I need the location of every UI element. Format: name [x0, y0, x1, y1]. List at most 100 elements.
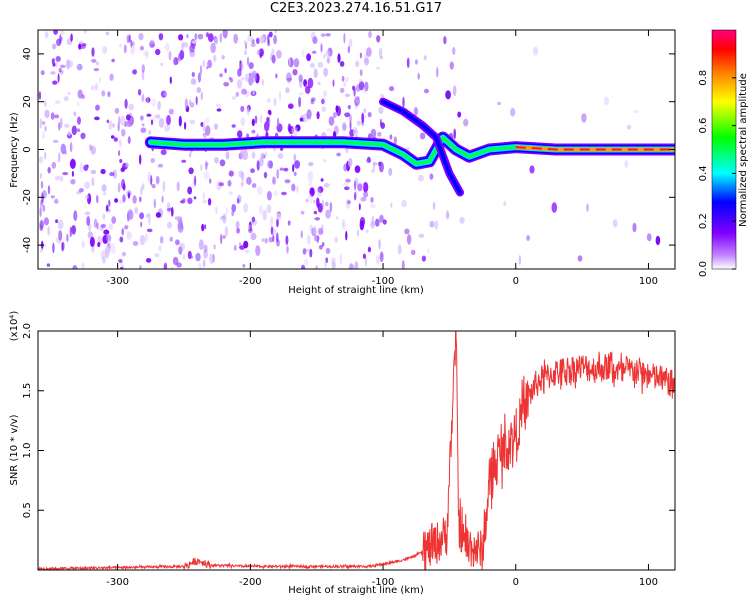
heatmap-cell	[238, 170, 244, 178]
heatmap-cell	[401, 199, 407, 208]
heatmap-cell	[309, 224, 313, 231]
heatmap-cell	[345, 178, 351, 183]
heatmap-cell	[263, 171, 268, 179]
heatmap-cell	[275, 232, 279, 243]
heatmap-cell	[158, 117, 165, 128]
heatmap-cell	[294, 160, 301, 169]
heatmap-cell	[335, 216, 339, 220]
heatmap-cell	[42, 131, 45, 140]
heatmap-cell	[107, 238, 111, 250]
heatmap-cell	[98, 76, 101, 84]
heatmap-cell	[58, 67, 62, 73]
heatmap-cell	[105, 31, 110, 36]
heatmap-cell	[302, 113, 309, 123]
heatmap-cell	[321, 242, 325, 247]
heatmap-cell	[102, 45, 108, 55]
heatmap-cell	[320, 33, 326, 37]
heatmap-cell	[52, 242, 55, 254]
y-tick-label-1: 40	[22, 48, 33, 61]
heatmap-cell	[63, 96, 69, 102]
heatmap-cell	[95, 104, 100, 111]
heatmap-cell	[370, 197, 374, 203]
heatmap-cell	[225, 151, 230, 160]
heatmap-cell	[150, 43, 156, 47]
heatmap-cell	[87, 231, 94, 239]
heatmap-cell	[197, 72, 202, 83]
heatmap-cell	[264, 121, 270, 132]
heatmap-cell	[204, 224, 207, 230]
heatmap-cell	[301, 48, 305, 58]
heatmap-cell	[247, 34, 254, 42]
heatmap-cell	[274, 30, 278, 34]
heatmap-cell	[202, 191, 206, 200]
colorbar-tick-label: 0.0	[698, 261, 709, 277]
heatmap-cell	[90, 169, 97, 175]
heatmap-cell	[118, 199, 124, 205]
heatmap-cell	[60, 143, 66, 155]
heatmap-cell	[184, 98, 189, 110]
heatmap-cell	[377, 131, 382, 137]
heatmap-cell	[97, 241, 101, 248]
heatmap-cell	[176, 262, 182, 268]
heatmap-cell	[93, 218, 98, 228]
heatmap-cell	[364, 57, 370, 66]
heatmap-cell	[52, 139, 59, 143]
heatmap-cell	[126, 119, 133, 128]
heatmap-cell	[83, 164, 89, 171]
heatmap-cell	[119, 159, 123, 163]
heatmap-cell	[243, 202, 249, 213]
heatmap-cell	[240, 105, 245, 112]
heatmap-cell	[94, 83, 99, 91]
heatmap-cell	[313, 210, 318, 215]
heatmap-cell	[104, 246, 111, 255]
colorbar: 0.0 0.2 0.4 0.6 0.8 Normalized spectral ampl…	[698, 29, 749, 277]
heatmap-cell	[276, 212, 282, 221]
x-tick-label-1: 100	[639, 276, 658, 287]
heatmap-cell	[94, 116, 100, 121]
heatmap-cell	[366, 47, 372, 57]
heatmap-cell	[151, 183, 156, 189]
heatmap-cell	[55, 61, 58, 68]
heatmap-cell	[287, 123, 292, 133]
colorbar-ticks: 0.0 0.2 0.4 0.6 0.8	[698, 70, 736, 277]
heatmap-cell	[296, 185, 299, 193]
heatmap-cell	[655, 235, 661, 246]
heatmap-cell	[258, 205, 264, 215]
heatmap-cell	[90, 145, 97, 155]
heatmap-cell	[291, 126, 298, 137]
heatmap-cell	[287, 220, 291, 226]
heatmap-cell	[343, 81, 347, 87]
heatmap-cell	[166, 221, 173, 229]
heatmap-cell	[160, 149, 167, 156]
heatmap-cell	[203, 249, 208, 259]
heatmap-cell	[58, 121, 61, 131]
heatmap-cell	[345, 198, 351, 209]
heatmap-cell	[76, 128, 81, 133]
heatmap-cell	[267, 40, 270, 47]
heatmap-cell	[343, 32, 346, 44]
heatmap-cell	[155, 114, 161, 119]
heatmap-cell	[195, 252, 201, 262]
chart-title: C2E3.2023.274.16.51.G17	[269, 1, 443, 16]
heatmap-cell	[151, 98, 157, 107]
heatmap-cell	[166, 207, 173, 212]
heatmap-cell	[128, 34, 131, 43]
heatmap-cell	[149, 40, 155, 49]
heatmap-cell	[298, 96, 302, 108]
heatmap-cell	[114, 107, 120, 114]
heatmap-cell	[178, 246, 183, 255]
heatmap-cell	[286, 72, 292, 83]
heatmap-cell	[141, 123, 145, 127]
x-tick-label-1: -200	[239, 276, 262, 287]
heatmap-cell	[174, 216, 181, 221]
heatmap-cell	[81, 43, 87, 47]
heatmap-cell	[292, 69, 298, 76]
x-tick-label-1: 0	[513, 276, 519, 287]
heatmap-cell	[100, 223, 106, 228]
heatmap-cell	[108, 199, 111, 207]
heatmap-cell	[379, 47, 383, 58]
heatmap-cell	[141, 93, 145, 103]
heatmap-cell	[255, 37, 260, 44]
heatmap-cell	[264, 237, 268, 244]
heatmap-cell	[432, 201, 436, 211]
